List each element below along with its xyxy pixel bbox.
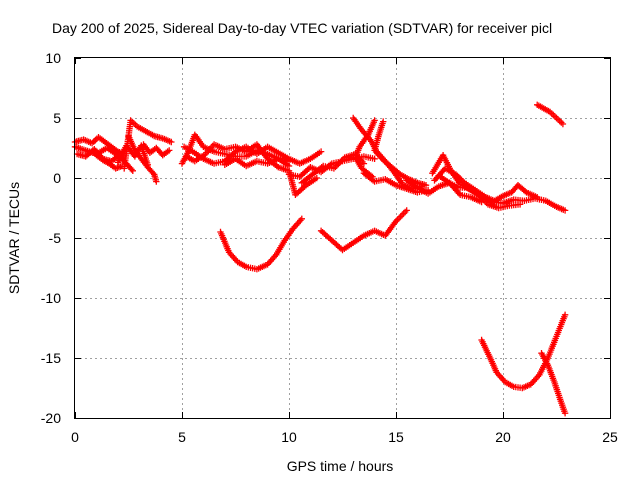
x-tick-label: 20 [495, 429, 511, 445]
x-tick-label: 5 [178, 429, 186, 445]
y-tick-label: -20 [41, 410, 61, 426]
x-tick-label: 10 [281, 429, 297, 445]
series-trace-k [183, 141, 320, 198]
y-tick-label: -5 [49, 230, 62, 246]
series-trace-m [217, 215, 305, 273]
grid-lines [75, 58, 610, 418]
series-trace-r [352, 117, 378, 180]
series-marks-trace-y [534, 101, 567, 128]
plot-area-frame [74, 57, 611, 419]
data-series-group [71, 101, 569, 417]
series-marks-trace-k [183, 141, 320, 198]
series-marks-trace-p [317, 207, 410, 254]
series-marks-trace-r [352, 117, 378, 180]
y-tick-label: 10 [45, 50, 61, 66]
series-trace-aa [538, 350, 569, 417]
series-marks-trace-l [221, 155, 293, 170]
x-tick-label: 15 [388, 429, 404, 445]
series-trace-x [435, 172, 524, 212]
series-trace-y [534, 101, 567, 128]
series-marks-trace-h [93, 152, 126, 172]
y-tick-labels: -20 -15 -10 -5 0 5 10 [41, 50, 61, 426]
series-marks-trace-m [217, 215, 305, 273]
chart-title: Day 200 of 2025, Sidereal Day-to-day VTE… [52, 20, 552, 36]
series-trace-l [221, 155, 293, 170]
series-marks-trace-g [114, 142, 151, 168]
series-trace-p [317, 207, 410, 254]
x-tick-labels: 0 5 10 15 20 25 [71, 429, 618, 445]
series-marks-trace-x [435, 172, 524, 212]
y-axis-label: SDTVAR / TECUs [6, 182, 22, 294]
axis-ticks [75, 58, 611, 419]
y-tick-label: -10 [41, 290, 61, 306]
series-marks-trace-f [140, 141, 173, 159]
y-tick-label: 5 [53, 110, 61, 126]
x-tick-label: 25 [602, 429, 618, 445]
series-trace-f [140, 141, 173, 159]
series-marks-trace-aa [538, 350, 569, 417]
x-tick-label: 0 [71, 429, 79, 445]
y-tick-label: 0 [53, 170, 61, 186]
y-tick-label: -15 [41, 350, 61, 366]
series-trace-g [114, 142, 151, 168]
series-trace-h [93, 152, 126, 172]
x-axis-label: GPS time / hours [287, 458, 394, 474]
